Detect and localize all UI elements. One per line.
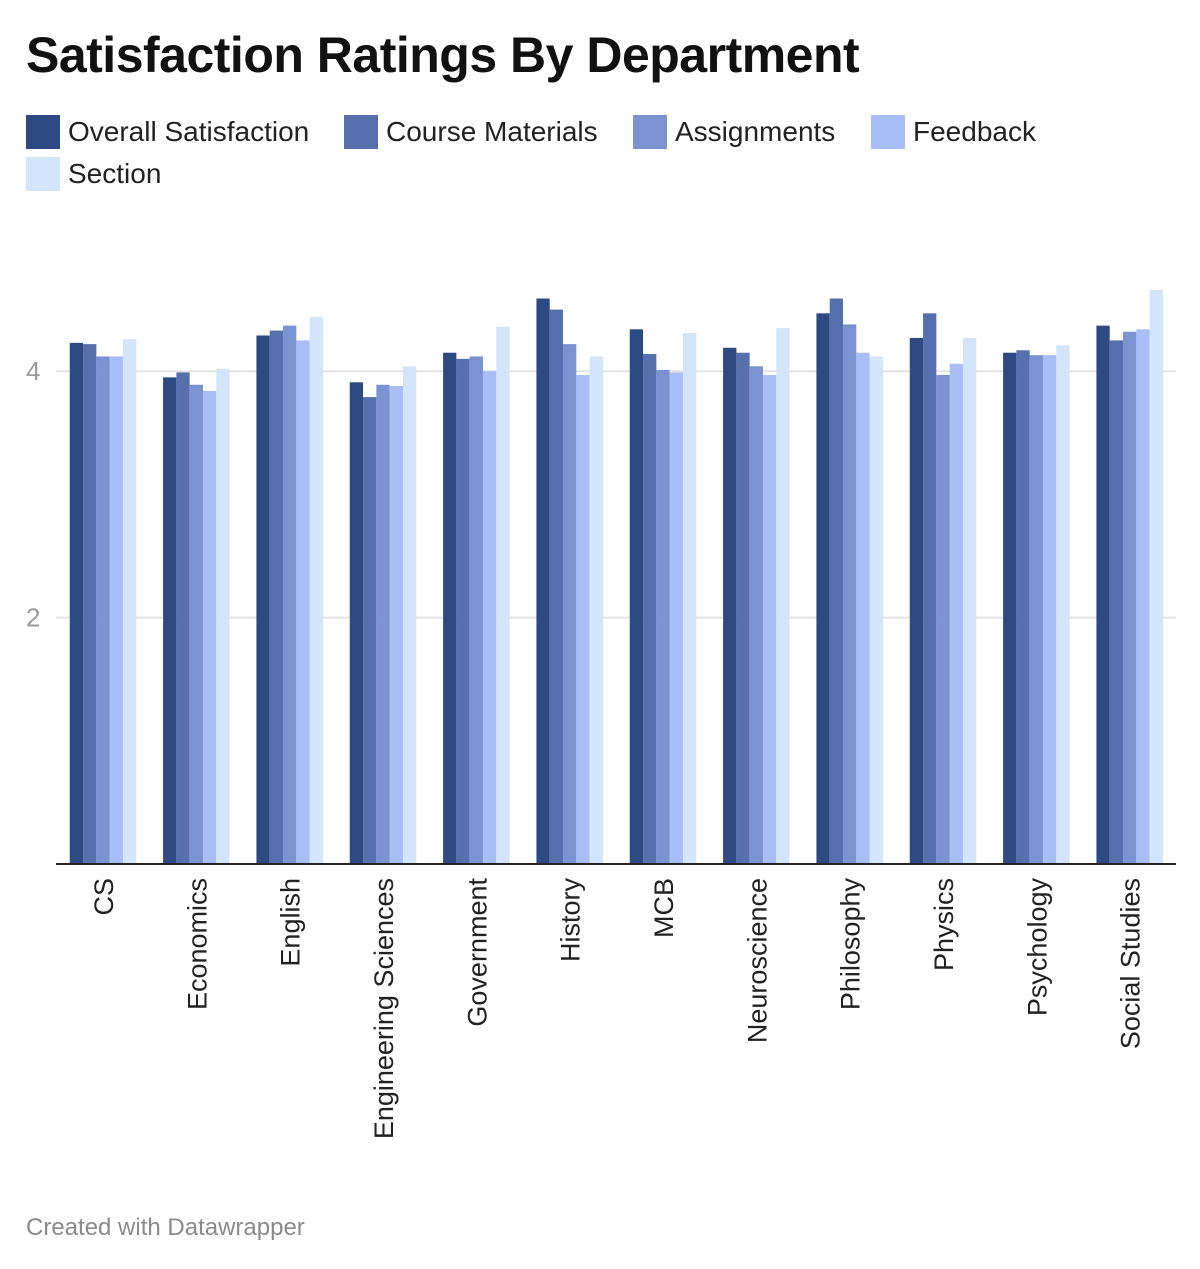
legend-item: Assignments	[633, 114, 835, 150]
bar	[936, 374, 950, 864]
bar	[856, 352, 870, 864]
chart-title: Satisfaction Ratings By Department	[26, 27, 860, 83]
bar	[549, 309, 564, 865]
bar	[1123, 331, 1137, 864]
x-tick-label: Economics	[182, 878, 212, 1010]
bar	[69, 342, 84, 864]
bar	[1149, 289, 1163, 864]
bar	[736, 352, 750, 864]
bar	[749, 366, 763, 864]
x-tick-label: Physics	[929, 878, 959, 971]
bar	[269, 330, 284, 864]
bar	[909, 337, 924, 864]
bar	[456, 358, 470, 864]
x-tick-label: MCB	[649, 878, 679, 938]
bar	[536, 298, 550, 864]
legend-label: Assignments	[675, 116, 836, 147]
legend-label: Feedback	[913, 116, 1036, 147]
bar	[1109, 340, 1124, 864]
x-tick-label: English	[276, 878, 306, 967]
legend-label: Section	[68, 158, 162, 189]
bar	[283, 325, 297, 864]
bar	[496, 326, 510, 865]
bar	[109, 356, 123, 864]
bar	[643, 353, 657, 864]
bar	[1016, 350, 1030, 864]
legend-swatch	[344, 115, 378, 149]
bar	[402, 366, 417, 864]
bar	[1029, 355, 1043, 864]
legend-item: Overall Satisfaction	[26, 114, 309, 150]
legend-swatch	[26, 157, 60, 191]
legend-swatch	[871, 115, 905, 149]
footer-credit: Created with Datawrapper	[26, 1214, 305, 1241]
bar	[469, 356, 483, 864]
legend-item: Section	[26, 156, 161, 192]
bar	[122, 339, 137, 864]
bar	[216, 368, 230, 864]
bar	[843, 324, 857, 864]
x-tick-label: Engineering Sciences	[369, 878, 399, 1139]
bar	[949, 363, 963, 864]
bar	[762, 374, 777, 864]
bar	[189, 384, 203, 864]
bar	[83, 344, 97, 865]
bar	[1096, 325, 1110, 864]
x-tick-label: Neuroscience	[742, 878, 772, 1043]
bar	[1042, 355, 1057, 864]
legend-swatch	[633, 115, 667, 149]
bar	[349, 382, 364, 864]
bar	[1003, 352, 1017, 864]
bar	[869, 356, 883, 864]
bar	[723, 347, 737, 864]
x-tick-label: Government	[462, 878, 492, 1027]
bar	[163, 377, 177, 864]
x-tick-label: CS	[89, 878, 119, 916]
legend-swatch	[26, 115, 60, 149]
bar	[669, 372, 683, 864]
bar	[482, 371, 497, 864]
bar	[962, 337, 977, 864]
bar	[682, 333, 697, 864]
bar	[363, 397, 377, 864]
bar	[776, 328, 790, 865]
x-tick-label: Psychology	[1022, 878, 1052, 1017]
bar	[563, 344, 577, 865]
bar	[1136, 329, 1150, 864]
bar	[202, 390, 217, 864]
bar	[923, 313, 937, 864]
bar	[376, 384, 390, 864]
bar	[296, 340, 310, 864]
x-tick-label: Social Studies	[1116, 878, 1146, 1049]
bar	[309, 316, 323, 864]
bar	[176, 372, 190, 864]
bar	[656, 369, 670, 864]
y-tick-label: 4	[26, 356, 40, 386]
bar	[829, 298, 844, 864]
legend-item: Course Materials	[344, 114, 598, 150]
x-tick-label: History	[556, 878, 586, 963]
x-tick-label: Philosophy	[836, 878, 866, 1011]
bar	[589, 356, 603, 864]
bar	[256, 335, 270, 865]
bar	[389, 385, 403, 864]
bar	[576, 374, 590, 864]
legend-item: Feedback	[871, 114, 1036, 150]
bar	[816, 313, 830, 864]
bar	[629, 329, 644, 864]
legend-label: Course Materials	[386, 116, 598, 147]
legend-label: Overall Satisfaction	[68, 116, 310, 147]
y-tick-label: 2	[26, 603, 40, 633]
bar	[96, 356, 110, 864]
bar	[443, 352, 457, 864]
bar	[1056, 345, 1070, 865]
